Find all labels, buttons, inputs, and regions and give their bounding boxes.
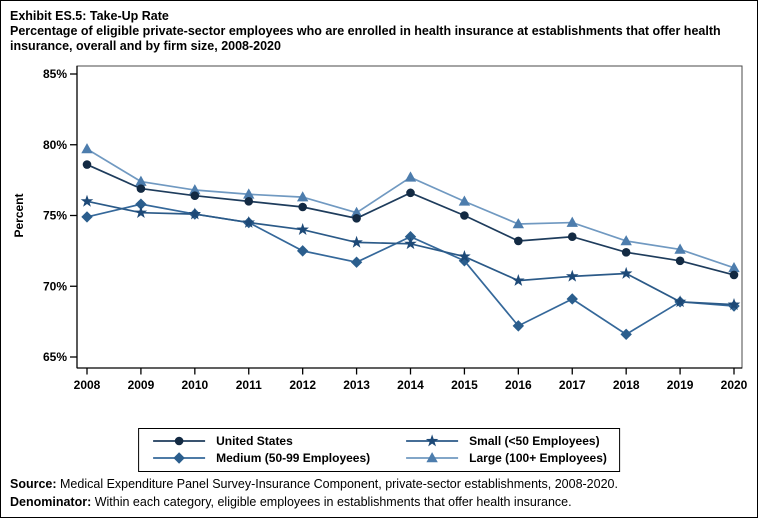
legend-item-medium: Medium (50-99 Employees): [151, 450, 370, 466]
x-tick-label: 2014: [397, 378, 424, 392]
source-label: Source:: [10, 477, 57, 491]
denominator-note: Denominator: Within each category, eligi…: [10, 493, 748, 511]
chart-legend: United States Small (<50 Employees) Medi…: [138, 428, 620, 472]
x-tick-label: 2012: [289, 378, 316, 392]
legend-label-united-states: United States: [216, 434, 293, 448]
denominator-text: Within each category, eligible employees…: [91, 495, 572, 510]
source-note: Source: Medical Expenditure Panel Survey…: [10, 475, 748, 493]
y-tick-label: 65%: [43, 350, 67, 364]
x-tick-label: 2010: [181, 378, 208, 392]
x-tick-label: 2020: [721, 378, 748, 392]
y-tick-label: 85%: [43, 67, 67, 81]
x-tick-label: 2018: [613, 378, 640, 392]
x-tick-label: 2008: [74, 378, 101, 392]
y-tick-label: 80%: [43, 138, 67, 152]
legend-label-small: Small (<50 Employees): [469, 434, 600, 448]
legend-marker-medium: [153, 452, 206, 464]
chart-footnotes: Source: Medical Expenditure Panel Survey…: [10, 475, 748, 511]
legend-label-medium: Medium (50-99 Employees): [216, 451, 371, 465]
takeup-rate-line-chart: 85% 80% 75% 70% 65% 2008 2009 2010 2011 2012 2013 2…: [12, 65, 748, 392]
legend-marker-large: [406, 452, 459, 463]
x-tick-label: 2019: [667, 378, 694, 392]
y-tick-label: 75%: [43, 209, 67, 223]
x-tick-label: 2009: [128, 378, 155, 392]
x-tick-label: 2011: [236, 378, 262, 392]
legend-item-united-states: United States: [151, 433, 370, 449]
x-tick-label: 2017: [559, 378, 586, 392]
series-medium-50-99-employees: [81, 198, 740, 341]
series-united-states: [82, 160, 739, 280]
legend-label-large: Large (100+ Employees): [469, 451, 607, 465]
x-tick-label: 2015: [451, 378, 478, 392]
x-tick-label: 2013: [343, 378, 370, 392]
denominator-label: Denominator:: [10, 495, 92, 510]
series-small-50-employees: [80, 194, 741, 310]
source-text: Medical Expenditure Panel Survey-Insuran…: [56, 477, 618, 491]
exhibit-title: Exhibit ES.5: Take-Up Rate: [10, 9, 169, 23]
y-axis-title: Percent: [12, 193, 26, 237]
legend-marker-small: [406, 434, 459, 447]
chart-title-block: Exhibit ES.5: Take-Up Rate Percentage of…: [10, 9, 752, 53]
legend-marker-united-states: [153, 436, 206, 446]
exhibit-subtitle: Percentage of eligible private-sector em…: [10, 23, 721, 53]
legend-item-large: Large (100+ Employees): [404, 450, 607, 466]
y-tick-label: 70%: [43, 279, 67, 293]
x-tick-label: 2016: [505, 378, 532, 392]
series-large-100-employees: [81, 143, 740, 273]
legend-item-small: Small (<50 Employees): [404, 433, 607, 449]
